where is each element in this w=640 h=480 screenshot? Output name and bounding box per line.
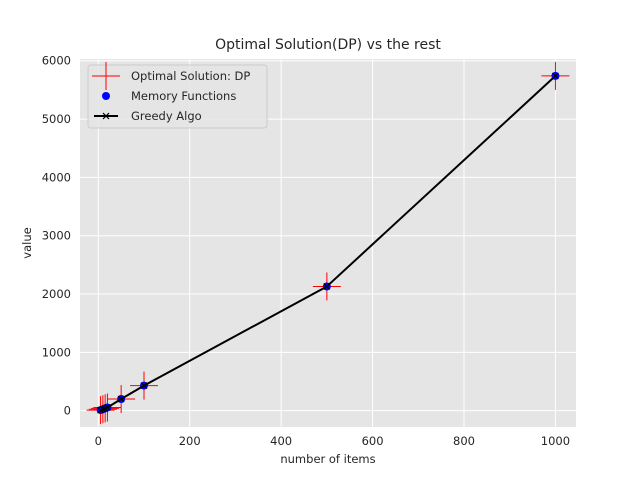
x-tick-label: 600 <box>362 434 384 448</box>
y-tick-label: 0 <box>64 404 71 418</box>
legend-entry: Optimal Solution: DP <box>92 62 250 90</box>
legend-label: Memory Functions <box>131 89 236 103</box>
legend-marker <box>92 62 120 90</box>
x-marker-b <box>102 112 110 120</box>
x-marker-b <box>104 404 111 411</box>
y-tick-label: 1000 <box>42 345 71 359</box>
legend: Optimal Solution: DP Memory Functions Gree… <box>87 62 268 129</box>
grid-lines <box>80 59 576 427</box>
x-tick-label: 0 <box>95 434 102 448</box>
series-2 <box>97 72 559 414</box>
y-tick-label: 6000 <box>42 54 71 68</box>
legend-marker <box>102 112 110 120</box>
y-tick-label: 5000 <box>42 112 71 126</box>
x-tick-label: 800 <box>453 434 475 448</box>
chart-title: Optimal Solution(DP) vs the rest <box>215 37 441 53</box>
x-tick-label: 200 <box>179 434 201 448</box>
legend-label: Greedy Algo <box>131 109 202 123</box>
y-tick-label: 2000 <box>42 287 71 301</box>
x-tick-label: 1000 <box>541 434 570 448</box>
data-point <box>104 404 111 411</box>
y-tick-label: 3000 <box>42 229 71 243</box>
x-marker-b <box>552 72 559 80</box>
data-point <box>323 283 331 290</box>
legend-entry: Greedy Algo <box>94 109 202 123</box>
legend-label: Optimal Solution: DP <box>131 69 250 83</box>
x-marker-b <box>117 395 125 403</box>
y-tick-label: 4000 <box>42 170 71 184</box>
x-marker-b <box>323 283 331 290</box>
y-axis-label: value <box>20 227 34 258</box>
series-layer <box>86 61 570 425</box>
data-point <box>552 72 559 80</box>
legend-entry: Memory Functions <box>102 89 236 103</box>
legend-box <box>87 64 268 129</box>
legend-marker <box>102 92 110 100</box>
tick-labels: 0 200 400 600 800 1000 0 1000 2000 3000 4000 5000 60… <box>42 54 570 448</box>
x-axis-label: number of items <box>280 452 375 466</box>
data-point <box>140 382 148 390</box>
data-point <box>117 395 125 403</box>
x-marker-b <box>140 382 148 390</box>
x-tick-label: 400 <box>270 434 292 448</box>
